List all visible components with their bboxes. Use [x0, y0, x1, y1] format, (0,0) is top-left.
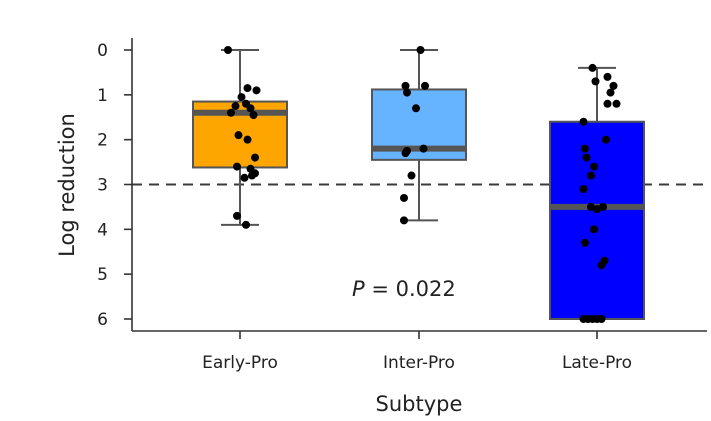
p-value-symbol: P: [352, 277, 365, 301]
data-point: [603, 99, 612, 108]
data-point: [240, 173, 249, 182]
y-axis-label: Log reduction: [55, 113, 79, 257]
data-point: [591, 77, 600, 86]
data-point: [227, 108, 235, 117]
data-point: [590, 162, 598, 171]
data-point: [419, 144, 428, 153]
x-axis-label: Subtype: [376, 392, 463, 416]
y-tick-label: 1: [97, 86, 108, 106]
data-point: [603, 72, 612, 81]
data-point: [579, 117, 588, 126]
data-point: [582, 153, 591, 162]
data-point: [602, 135, 610, 144]
data-point: [243, 84, 252, 93]
p-value-text: = 0.022: [365, 277, 456, 301]
y-tick-label: 6: [97, 310, 108, 330]
data-point: [401, 149, 410, 158]
data-point: [587, 202, 595, 211]
x-tick-label: Inter-Pro: [383, 353, 455, 373]
y-tick-label: 2: [97, 131, 108, 151]
data-point: [243, 135, 252, 144]
data-point: [233, 162, 241, 171]
y-tick-label: 4: [97, 220, 108, 240]
data-point: [421, 81, 429, 90]
data-point: [252, 86, 261, 95]
data-point: [590, 225, 598, 234]
data-point: [407, 171, 416, 180]
p-value-annotation: P = 0.022: [352, 277, 456, 301]
data-point: [242, 220, 250, 229]
data-point: [224, 46, 232, 54]
data-point: [233, 211, 241, 220]
data-point: [403, 88, 411, 97]
data-point: [248, 171, 256, 180]
x-tick-label: Late-Pro: [562, 353, 632, 373]
data-point: [597, 315, 606, 323]
data-point: [581, 144, 589, 153]
labels-layer: Log reduction Subtype P = 0.022: [55, 113, 462, 416]
data-point: [597, 261, 606, 270]
points-layer: [224, 46, 621, 323]
data-point: [249, 111, 258, 120]
data-point: [579, 184, 588, 193]
x-tick-label: Early-Pro: [202, 353, 278, 373]
axes-layer: 0 1 2 3 4 5 6 Early-Pro Inter-Pro Late-Pro: [97, 38, 707, 373]
data-point: [416, 46, 425, 54]
data-point: [606, 88, 615, 97]
boxes-layer: [192, 49, 645, 320]
data-point: [251, 153, 259, 162]
data-point: [588, 63, 597, 72]
y-tick-label: 3: [97, 176, 108, 196]
data-point: [609, 81, 618, 90]
data-point: [587, 171, 595, 180]
iqr-box: [549, 120, 645, 320]
y-tick-label: 0: [97, 41, 108, 61]
data-point: [234, 131, 243, 140]
data-point: [246, 104, 255, 113]
data-point: [231, 102, 240, 111]
data-point: [400, 193, 408, 202]
data-point: [612, 99, 621, 108]
data-point: [237, 93, 246, 102]
data-point: [401, 81, 410, 90]
data-point: [599, 202, 607, 211]
data-point: [412, 104, 420, 113]
data-point: [581, 238, 589, 247]
data-point: [400, 216, 408, 225]
y-tick-label: 5: [97, 265, 108, 285]
data-point: [593, 205, 601, 214]
